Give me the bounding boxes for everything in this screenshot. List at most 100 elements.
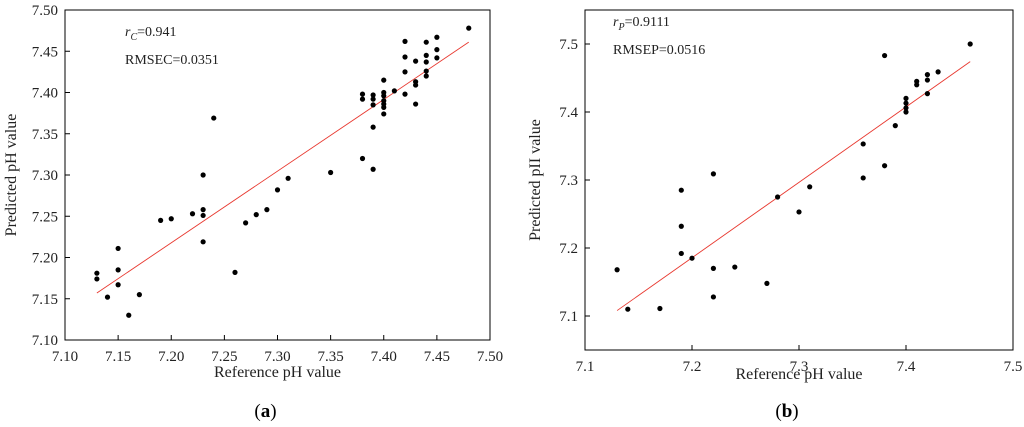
y-tick-label: 7.4 [559,105,578,121]
chart-a-data-point [253,212,259,218]
paren: ) [792,401,798,422]
chart-a-data-point [391,88,397,94]
chart-b-rmse-annotation: RMSEP=0.0516 [613,43,705,58]
x-tick-label: 7.35 [318,349,344,365]
chart-b-data-point [967,41,973,47]
chart-a-data-point [158,217,164,223]
paren: ) [270,401,276,422]
chart-a-data-point [423,73,429,79]
y-tick-label: 7.50 [32,3,58,19]
chart-b-plot-frame [584,9,1014,351]
x-tick-label: 7.20 [158,349,184,365]
paren: ( [775,401,781,422]
chart-b-data-point [924,77,931,83]
r-value: =0.941 [137,25,176,40]
chart-a-data-point [434,34,440,40]
chart-a-data-point [136,292,142,298]
chart-a-data-point [423,39,429,45]
x-tick-label: 7.10 [52,349,78,365]
chart-a-data-point [423,68,429,74]
r-subscript: P [617,22,624,33]
y-tick-label: 7.5 [559,37,578,53]
chart-a-data-point [413,82,419,88]
chart-a-data-point [359,91,366,97]
chart-b-data-point [710,171,717,177]
chart-b-data-point [860,141,866,147]
chart-a-data-point [126,312,132,318]
chart-a-data-point [94,276,100,282]
chart-a-data-point [434,55,440,61]
chart-a-data-point [370,96,376,102]
chart-a-data-point [402,69,408,75]
y-tick-label: 7.45 [32,44,58,60]
x-tick-label: 7.15 [105,349,131,365]
y-tick-label: 7.15 [32,292,58,308]
panel-letter: a [261,401,271,422]
r-subscript: C [130,32,137,43]
chart-a-data-point [381,104,387,110]
chart-a-data-point [370,166,376,172]
chart-b-data-point [678,250,684,257]
y-tick-label: 7.10 [32,333,58,349]
chart-a-data-point [381,77,387,83]
chart-b-data-point [710,265,717,271]
chart-b-data-point [807,184,813,190]
chart-b-data-point [678,187,684,193]
r-symbol: r [125,25,131,40]
x-tick-label: 7.25 [211,349,237,365]
chart-a-data-point [94,270,100,276]
chart-a-data-point [381,111,387,117]
x-tick-label: 7.40 [371,349,397,365]
chart-a-correlation-annotation: rC=0.941 [125,25,177,43]
chart-b-data-point [903,109,909,115]
x-tick-label: 7.30 [264,349,290,365]
chart-b: 7.1 7.2 7.3 7.4 7.5 7.1 7.2 7.3 7.4 7.5 Reference … [527,9,1022,422]
chart-b-panel-label: (b) [775,401,798,422]
chart-b-data-point [924,72,931,78]
chart-b-data-point [732,264,738,270]
x-tick-label: 7.1 [576,359,595,375]
chart-a-data-point [359,155,366,162]
chart-b-data-point [882,163,888,169]
y-tick-label: 7.2 [559,241,578,257]
chart-b-data-point [764,280,770,286]
chart-a-data-point [200,239,206,245]
x-tick-label: 7.2 [683,359,702,375]
chart-b-data-point [614,267,620,273]
chart-b-data-point [796,209,802,215]
chart-a: 7.10 7.15 7.20 7.25 7.30 7.35 7.40 7.45 7.50 7.10… [3,3,503,422]
chart-b-data-point [903,95,909,101]
chart-a-data-point [413,101,419,107]
chart-a-data-point [413,58,419,64]
y-tick-label: 7.40 [32,86,58,102]
y-tick-label: 7.1 [559,309,578,325]
chart-a-data-point [423,52,429,58]
chart-a-data-point [200,172,206,178]
chart-b-correlation-annotation: rP=0.9111 [613,15,670,33]
chart-a-data-point [115,267,121,273]
chart-a-data-point [104,294,111,300]
y-tick-label: 7.3 [559,173,578,189]
chart-a-data-point [359,96,366,102]
chart-a-data-point [434,47,440,53]
chart-a-data-point [168,216,174,222]
x-tick-label: 7.50 [477,349,503,365]
chart-b-data-point [678,223,684,229]
chart-a-data-point [243,220,249,226]
chart-a-data-point [402,38,408,44]
chart-b-data-point [625,306,631,312]
r-value: =0.9111 [625,15,670,30]
chart-b-data-point [914,82,920,88]
chart-a-data-point [189,211,196,217]
chart-a-data-point [232,269,238,275]
chart-a-data-point [370,124,376,130]
chart-a-data-point [274,187,281,193]
chart-b-fit-line [616,61,971,311]
chart-b-data-point [882,52,888,59]
y-tick-label: 7.30 [32,168,58,184]
chart-a-data-point [402,54,408,60]
x-tick-label: 7.45 [424,349,450,365]
chart-b-data-point [903,105,909,111]
chart-a-data-point [328,169,334,176]
